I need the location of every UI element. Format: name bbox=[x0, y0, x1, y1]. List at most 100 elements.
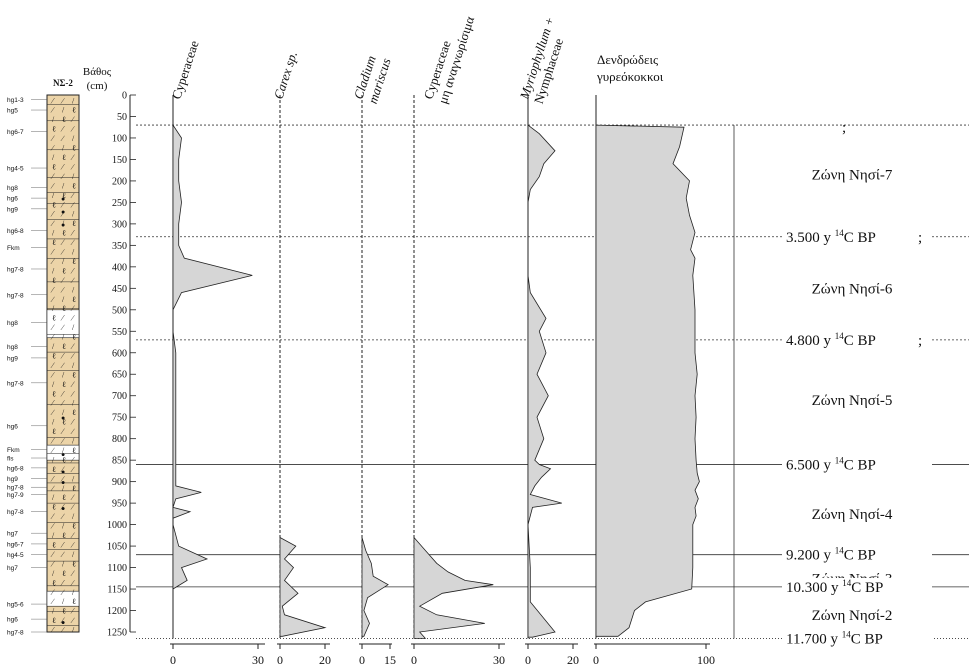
uncertain-mark: ; bbox=[918, 333, 922, 349]
core-symbol: ∕ bbox=[70, 503, 75, 512]
core-symbol: ∕ bbox=[60, 550, 65, 559]
core-symbol: ⁄ bbox=[70, 153, 75, 162]
core-symbol: ℓ bbox=[62, 153, 66, 162]
core-symbol: ⁄ bbox=[60, 238, 65, 247]
core-symbol: ℓ bbox=[72, 484, 76, 493]
core-symbol: ∕ bbox=[60, 474, 65, 483]
core-symbol: ℓ bbox=[52, 162, 56, 171]
depth-tick-label: 600 bbox=[112, 348, 127, 359]
lithology-code: hg6-8 bbox=[7, 465, 24, 472]
lithology-code: hg8 bbox=[7, 344, 18, 351]
core-symbol: / bbox=[62, 408, 65, 417]
core-symbol: ℓ bbox=[62, 531, 66, 540]
depth-tick-label: 1150 bbox=[107, 585, 127, 596]
core-symbol: ℓ bbox=[62, 342, 66, 351]
core-symbol: ∕ bbox=[50, 559, 55, 568]
lithology-code: fls bbox=[7, 456, 14, 463]
depth-tick-label: 950 bbox=[112, 499, 127, 510]
core-symbol: ℓ bbox=[72, 257, 76, 266]
core-symbol: ⁄ bbox=[50, 437, 55, 446]
lithology-code: hg6 bbox=[7, 617, 18, 624]
lithology-code: hg7-8 bbox=[7, 266, 24, 273]
core-symbol: / bbox=[52, 455, 55, 464]
core-symbol: ∕ bbox=[70, 389, 75, 398]
core-symbol: / bbox=[62, 295, 65, 304]
core-symbol: ℓ bbox=[72, 106, 76, 115]
core-symbol: ⁄ bbox=[50, 512, 55, 521]
core-symbol: ∕ bbox=[50, 106, 55, 115]
core-symbol: / bbox=[52, 607, 55, 616]
core-symbol: ⁄ bbox=[70, 493, 75, 502]
core-symbol: ∕ bbox=[60, 399, 65, 408]
core-pebble: ● bbox=[61, 479, 65, 487]
core-symbol: ℓ bbox=[72, 370, 76, 379]
core-symbol: ⁄ bbox=[60, 314, 65, 323]
depth-label-2: (cm) bbox=[87, 80, 108, 92]
core-symbol: / bbox=[52, 531, 55, 540]
core-pebble: ● bbox=[61, 451, 65, 459]
core-symbol: ℓ bbox=[72, 446, 76, 455]
core-symbol: ∕ bbox=[60, 248, 65, 257]
core-symbol: / bbox=[72, 285, 75, 294]
zone-labels: Ζώνη Νησί-7 Ζώνη Νησί-6 Ζώνη Νησί-5 Ζώνη Νη… bbox=[733, 120, 932, 648]
core-symbol: ∕ bbox=[50, 597, 55, 606]
core-symbol: / bbox=[72, 210, 75, 219]
core-symbol: / bbox=[72, 248, 75, 257]
lithology-code: hg6-7 bbox=[7, 129, 24, 136]
depth-tick-label: 1250 bbox=[107, 628, 127, 639]
lithology-code: hg7-8 bbox=[7, 630, 24, 637]
age-label: 4.800 y 14C BP bbox=[786, 331, 876, 349]
depth-axis: Βάθος (cm) 0 50 100 150 200 250 300 350 400 450 500 5… bbox=[83, 66, 136, 639]
core-symbol: ⁄ bbox=[50, 285, 55, 294]
core-symbol: ℓ bbox=[52, 541, 56, 550]
depth-tick-label: 900 bbox=[112, 477, 127, 488]
core-symbol: / bbox=[72, 172, 75, 181]
lithology-code: hg6 bbox=[7, 423, 18, 430]
age-label: 6.500 y 14C BP bbox=[786, 455, 876, 473]
series-area bbox=[595, 124, 700, 637]
core-symbol: ∕ bbox=[60, 512, 65, 521]
age-label-bg bbox=[782, 629, 932, 648]
core-symbol: ℓ bbox=[62, 304, 66, 313]
lithology-code: hg4-5 bbox=[7, 166, 24, 173]
core-symbol: ℓ bbox=[52, 616, 56, 625]
core-symbol: / bbox=[52, 569, 55, 578]
core-symbol: ℓ bbox=[62, 115, 66, 124]
scale-tick-label: 0 bbox=[525, 653, 531, 667]
depth-tick-label: 150 bbox=[112, 155, 127, 166]
lithology-code: hg9 bbox=[7, 476, 18, 483]
core-symbol: ∕ bbox=[60, 285, 65, 294]
depth-tick-label: 450 bbox=[112, 284, 127, 295]
core-symbol: / bbox=[52, 153, 55, 162]
uncertain-mark: ; bbox=[918, 230, 922, 246]
lithology-code: hg6-7 bbox=[7, 541, 24, 548]
core-symbol: ∕ bbox=[50, 370, 55, 379]
core-symbol: / bbox=[72, 512, 75, 521]
depth-tick-label: 1050 bbox=[107, 542, 127, 553]
zone-label: Ζώνη Νησί-4 bbox=[812, 507, 893, 523]
core-symbol: / bbox=[62, 181, 65, 190]
core-symbol: ℓ bbox=[62, 418, 66, 427]
depth-tick-label: 250 bbox=[112, 198, 127, 209]
core-symbol: ∕ bbox=[70, 427, 75, 436]
core-symbol: ∕ bbox=[70, 238, 75, 247]
core-symbol: ℓ bbox=[72, 144, 76, 153]
core-symbol: ⁄ bbox=[70, 342, 75, 351]
core-symbol: / bbox=[52, 115, 55, 124]
core-symbol: ⁄ bbox=[50, 134, 55, 143]
core-symbol: / bbox=[72, 96, 75, 105]
core-symbol: ⁄ bbox=[60, 351, 65, 360]
series-cladium-mariscus: Cladiummariscus 0 15 bbox=[351, 52, 396, 667]
series-title: Cladiummariscus bbox=[351, 52, 394, 106]
series-carex-sp-: Carex sp. 0 20 bbox=[271, 49, 331, 667]
scale-tick-label: 30 bbox=[493, 653, 505, 667]
core-symbol: ℓ bbox=[72, 408, 76, 417]
core-symbol: ⁄ bbox=[60, 389, 65, 398]
core-symbol: ⁄ bbox=[60, 162, 65, 171]
core-symbol: ∕ bbox=[50, 446, 55, 455]
lithology-code: hg7-9 bbox=[7, 492, 24, 499]
core-symbol: ∕ bbox=[70, 351, 75, 360]
zone-label: Ζώνη Νησί-7 bbox=[812, 167, 893, 183]
series-title: Carex sp. bbox=[271, 49, 301, 101]
